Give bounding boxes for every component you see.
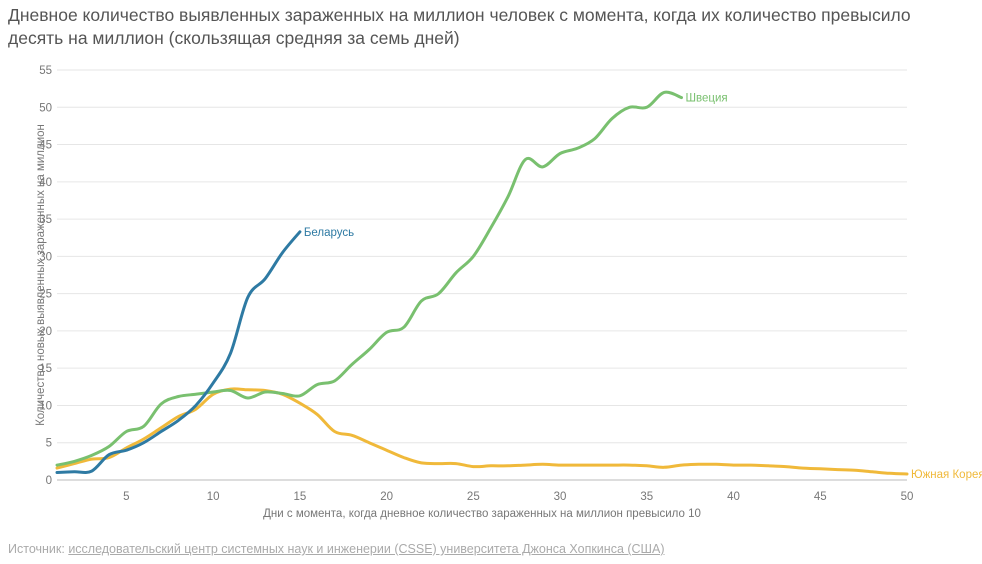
y-axis-label: Количество новых выявленных зараженных н… [35, 124, 47, 426]
series-label: Швеция [685, 93, 727, 105]
series-labels: Южная Корея Швеция Беларусь [304, 93, 982, 481]
series-line-1 [55, 90, 683, 467]
x-tick-label: 25 [467, 491, 480, 503]
y-tick-label: 20 [39, 326, 52, 338]
series-label: Беларусь [304, 227, 354, 239]
y-tick-label: 35 [39, 214, 52, 226]
y-tick-label: 25 [39, 289, 52, 301]
series-label: Южная Корея [911, 469, 982, 481]
series-line-0 [55, 230, 302, 474]
series-line-2 [55, 387, 909, 476]
x-tick-label: 20 [380, 491, 393, 503]
x-tick-label: 30 [554, 491, 567, 503]
x-tick-label: 45 [814, 491, 827, 503]
x-tick-label: 35 [640, 491, 653, 503]
grid-lines [57, 69, 907, 481]
y-tick-label: 55 [39, 65, 52, 77]
y-tick-label: 40 [39, 177, 52, 189]
y-tick-label: 30 [39, 251, 52, 263]
y-tick-label: 45 [39, 140, 52, 152]
y-tick-label: 0 [46, 475, 52, 487]
x-tick-label: 15 [293, 491, 306, 503]
x-axis-label: Дни с момента, когда дневное количество … [263, 508, 701, 520]
y-tick-label: 15 [39, 363, 52, 375]
y-tick-label: 50 [39, 102, 52, 114]
x-tick-label: 5 [123, 491, 129, 503]
source-link[interactable]: исследовательский центр системных наук и… [68, 542, 665, 556]
x-tick-label: 10 [207, 491, 220, 503]
y-tick-label: 10 [39, 400, 52, 412]
source-prefix: Источник: [8, 542, 69, 556]
x-axis-ticks: 5 10 15 20 25 30 35 40 45 50 [123, 491, 913, 503]
chart-title: Дневное количество выявленных зараженных… [8, 5, 911, 48]
y-axis-ticks: 0 5 10 15 20 25 30 35 40 45 50 55 [39, 65, 52, 487]
x-tick-label: 50 [901, 491, 914, 503]
x-tick-label: 40 [727, 491, 740, 503]
y-tick-label: 5 [46, 438, 52, 450]
series-lines [55, 90, 909, 476]
source-note: Источник: исследовательский центр систем… [8, 542, 665, 556]
